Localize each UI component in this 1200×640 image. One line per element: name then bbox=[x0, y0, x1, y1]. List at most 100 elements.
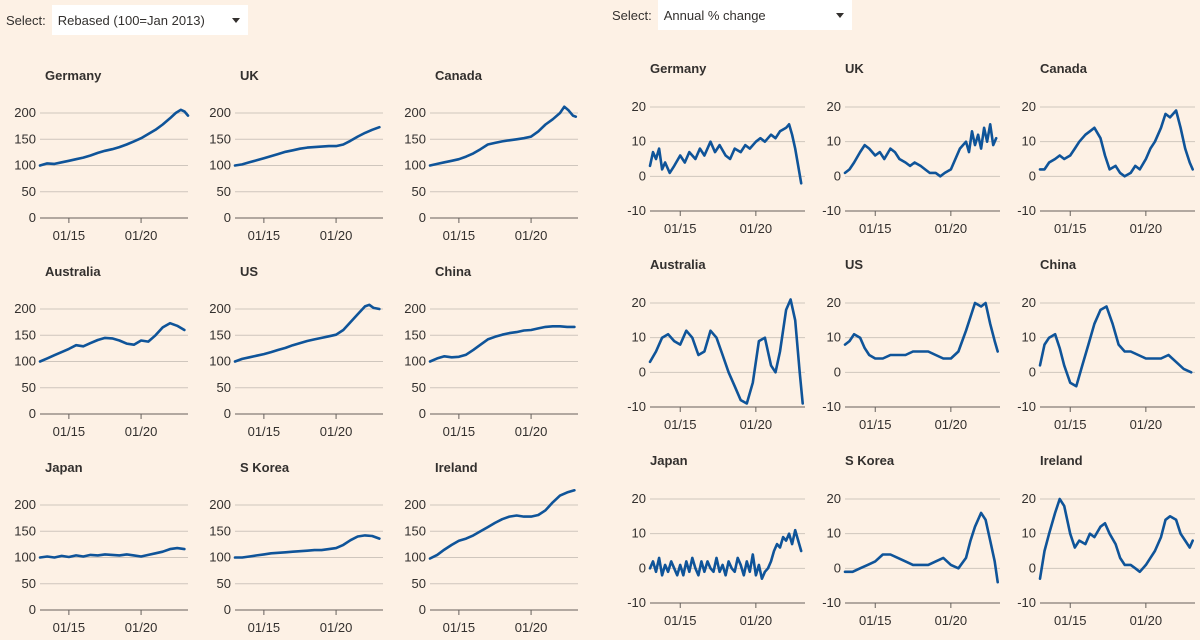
panel-title: S Korea bbox=[240, 460, 290, 475]
x-tick-label: 01/15 bbox=[1054, 417, 1087, 432]
y-tick-label: 50 bbox=[217, 184, 231, 199]
panel-title: China bbox=[435, 264, 472, 279]
series-line bbox=[428, 105, 578, 167]
y-tick-label: 200 bbox=[404, 105, 426, 120]
y-tick-label: -10 bbox=[1017, 595, 1036, 610]
series-line bbox=[38, 546, 186, 559]
dropdown-value: Annual % change bbox=[663, 7, 766, 23]
panel-japan: Japan -10 0 10 20 01/15 01/20 bbox=[627, 453, 805, 628]
series-line bbox=[1038, 305, 1193, 388]
x-tick-label: 01/20 bbox=[935, 221, 968, 236]
series-line bbox=[233, 303, 381, 363]
x-tick-label: 01/20 bbox=[125, 424, 158, 439]
series-line bbox=[428, 488, 576, 560]
panel-title: Australia bbox=[650, 257, 706, 272]
x-tick-label: 01/20 bbox=[1130, 221, 1163, 236]
y-tick-label: 0 bbox=[29, 210, 36, 225]
y-tick-label: 100 bbox=[404, 550, 426, 565]
y-tick-label: 0 bbox=[639, 560, 646, 575]
y-tick-label: -10 bbox=[1017, 399, 1036, 414]
panel-title: UK bbox=[845, 61, 864, 76]
x-tick-label: 01/15 bbox=[664, 221, 697, 236]
y-tick-label: 150 bbox=[14, 131, 36, 146]
x-tick-label: 01/15 bbox=[443, 424, 476, 439]
rebased-select: Select: Rebased (100=Jan 2013) bbox=[6, 5, 248, 35]
y-tick-label: 0 bbox=[834, 560, 841, 575]
y-tick-label: 10 bbox=[827, 330, 841, 345]
y-tick-label: 50 bbox=[412, 184, 426, 199]
x-tick-label: 01/20 bbox=[935, 417, 968, 432]
y-tick-label: 10 bbox=[1022, 134, 1036, 149]
x-tick-label: 01/15 bbox=[664, 613, 697, 628]
panel-us: US -10 0 10 20 01/15 01/20 bbox=[822, 257, 1000, 432]
panel-s-korea: S Korea 0 50 100 150 200 01/15 01/20 bbox=[209, 460, 383, 635]
series-line bbox=[233, 125, 381, 167]
y-tick-label: 150 bbox=[209, 131, 231, 146]
y-tick-label: 50 bbox=[22, 380, 36, 395]
x-tick-label: 01/15 bbox=[53, 620, 86, 635]
y-tick-label: 200 bbox=[404, 497, 426, 512]
panel-title: Canada bbox=[1040, 61, 1088, 76]
x-tick-label: 01/15 bbox=[443, 228, 476, 243]
y-tick-label: 0 bbox=[29, 602, 36, 617]
chevron-down-icon bbox=[231, 17, 240, 23]
y-tick-label: 150 bbox=[14, 327, 36, 342]
x-tick-label: 01/20 bbox=[740, 613, 773, 628]
y-tick-label: 0 bbox=[639, 168, 646, 183]
y-tick-label: 0 bbox=[834, 168, 841, 183]
y-tick-label: 20 bbox=[827, 491, 841, 506]
panel-china: China -10 0 10 20 01/15 01/20 bbox=[1017, 257, 1195, 432]
y-tick-label: 200 bbox=[14, 497, 36, 512]
y-tick-label: 10 bbox=[1022, 330, 1036, 345]
y-tick-label: 20 bbox=[632, 99, 646, 114]
y-tick-label: 10 bbox=[827, 134, 841, 149]
y-tick-label: 50 bbox=[22, 184, 36, 199]
x-tick-label: 01/20 bbox=[125, 620, 158, 635]
x-tick-label: 01/15 bbox=[859, 221, 892, 236]
y-tick-label: 200 bbox=[209, 105, 231, 120]
x-tick-label: 01/15 bbox=[53, 424, 86, 439]
y-tick-label: 20 bbox=[827, 295, 841, 310]
y-tick-label: 100 bbox=[209, 354, 231, 369]
x-tick-label: 01/15 bbox=[248, 424, 281, 439]
panel-uk: UK 0 50 100 150 200 01/15 01/20 bbox=[209, 68, 383, 243]
y-tick-label: 200 bbox=[209, 497, 231, 512]
x-tick-label: 01/15 bbox=[1054, 613, 1087, 628]
panel-ireland: Ireland -10 0 10 20 01/15 01/20 bbox=[1017, 453, 1195, 628]
panel-canada: Canada -10 0 10 20 01/15 01/20 bbox=[1017, 61, 1195, 236]
panel-germany: Germany -10 0 10 20 01/15 01/20 bbox=[627, 61, 805, 236]
panel-title: Australia bbox=[45, 264, 101, 279]
y-tick-label: 150 bbox=[404, 523, 426, 538]
y-tick-label: 100 bbox=[404, 354, 426, 369]
panel-canada: Canada 0 50 100 150 200 01/15 01/20 bbox=[404, 68, 578, 243]
y-tick-label: -10 bbox=[822, 399, 841, 414]
y-tick-label: -10 bbox=[822, 595, 841, 610]
y-tick-label: 0 bbox=[419, 602, 426, 617]
y-tick-label: 10 bbox=[632, 526, 646, 541]
chevron-down-icon bbox=[835, 12, 844, 18]
y-tick-label: 0 bbox=[1029, 364, 1036, 379]
y-tick-label: -10 bbox=[627, 595, 646, 610]
y-tick-label: 200 bbox=[209, 301, 231, 316]
series-mode-dropdown[interactable]: Annual % change bbox=[657, 0, 852, 30]
x-tick-label: 01/20 bbox=[1130, 613, 1163, 628]
x-tick-label: 01/15 bbox=[248, 620, 281, 635]
x-tick-label: 01/20 bbox=[740, 221, 773, 236]
y-tick-label: 50 bbox=[412, 576, 426, 591]
y-tick-label: 20 bbox=[632, 295, 646, 310]
y-tick-label: 150 bbox=[404, 327, 426, 342]
x-tick-label: 01/20 bbox=[935, 613, 968, 628]
y-tick-label: 150 bbox=[209, 523, 231, 538]
y-tick-label: 100 bbox=[209, 550, 231, 565]
series-mode-dropdown[interactable]: Rebased (100=Jan 2013) bbox=[51, 5, 248, 35]
y-tick-label: 0 bbox=[639, 364, 646, 379]
y-tick-label: 150 bbox=[404, 131, 426, 146]
panel-title: UK bbox=[240, 68, 259, 83]
y-tick-label: 0 bbox=[419, 406, 426, 421]
panel-title: Germany bbox=[650, 61, 707, 76]
y-tick-label: 200 bbox=[14, 105, 36, 120]
rebased-small-multiples-chart: Germany 0 50 100 150 200 01/15 01/20 UK 0 50 100 150… bbox=[14, 68, 578, 635]
y-tick-label: 20 bbox=[1022, 491, 1036, 506]
panel-title: US bbox=[845, 257, 863, 272]
series-line bbox=[428, 324, 576, 363]
